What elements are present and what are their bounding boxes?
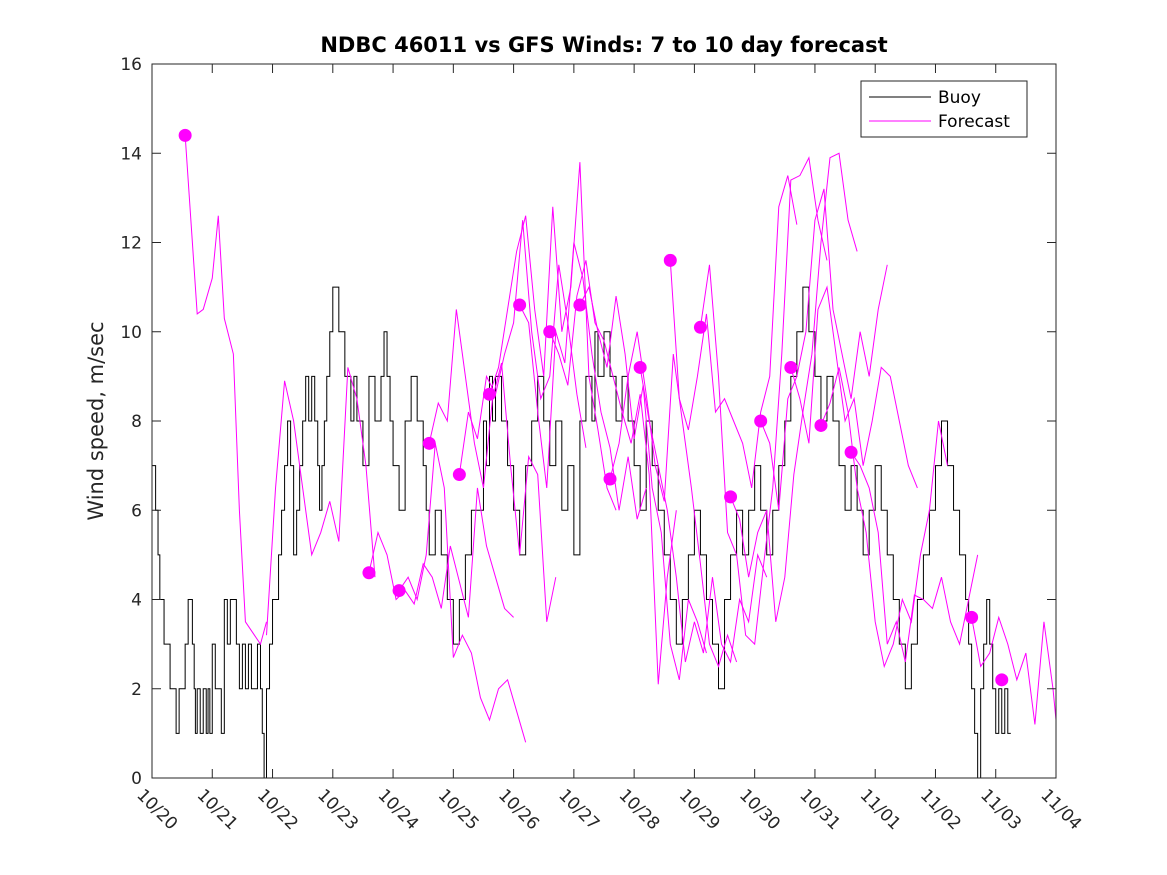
forecast-series-line-6 (458, 220, 587, 475)
y-tick-label: 6 (131, 501, 142, 521)
forecast-series-line-8 (519, 242, 647, 520)
forecast-series-line-7 (489, 162, 617, 511)
x-tick-label: 10/26 (494, 785, 543, 834)
forecast-marker (995, 673, 1009, 687)
forecast-series-line-5 (428, 309, 557, 622)
x-tick-label: 11/01 (856, 785, 905, 834)
y-tick-label: 12 (120, 234, 142, 254)
x-tick-label: 11/04 (1036, 785, 1085, 834)
x-tick-label: 10/29 (675, 785, 724, 834)
x-tick-label: 10/24 (374, 785, 423, 834)
x-tick-label: 10/22 (253, 785, 302, 834)
legend-box (860, 80, 1028, 138)
legend: Buoy Forecast (860, 80, 1028, 138)
forecast-marker (663, 253, 677, 267)
chart-title: NDBC 46011 vs GFS Winds: 7 to 10 day for… (320, 33, 887, 57)
forecast-series-line-1 (184, 135, 267, 646)
forecast-series-line-10 (579, 285, 707, 680)
x-tick-label: 10/31 (795, 785, 844, 834)
plot-area (152, 128, 1057, 779)
forecast-marker (754, 414, 768, 428)
forecast-marker (724, 490, 738, 504)
y-tick-label: 14 (120, 144, 142, 164)
y-tick-label: 2 (131, 680, 142, 700)
legend-forecast-label: Forecast (938, 112, 1010, 132)
x-tick-label: 10/25 (434, 785, 483, 834)
forecast-series-line-4 (398, 443, 527, 743)
forecast-marker (513, 298, 527, 312)
legend-buoy-label: Buoy (938, 88, 981, 108)
forecast-marker (422, 436, 436, 450)
forecast-marker (784, 360, 798, 374)
x-tick-label: 10/30 (735, 785, 784, 834)
forecast-marker (362, 566, 376, 580)
forecast-marker (633, 360, 647, 374)
forecast-marker (693, 320, 707, 334)
y-tick-label: 4 (131, 591, 142, 611)
forecast-series-line-13 (669, 175, 798, 489)
x-tick-label: 11/02 (916, 785, 965, 834)
forecast-series-line-2 (266, 367, 376, 636)
forecast-series-line-9 (549, 260, 677, 685)
forecast-marker (452, 468, 466, 482)
x-tick-label: 10/27 (554, 785, 603, 834)
forecast-series-line-12 (639, 367, 768, 664)
forecast-marker (814, 418, 828, 432)
y-tick-label: 16 (120, 55, 142, 75)
buoy-series-line (152, 286, 1011, 779)
forecast-series-line-14 (699, 156, 828, 646)
forecast-series-line-18 (820, 367, 949, 669)
forecast-series-line-20 (971, 615, 1057, 725)
x-tick-label: 10/28 (615, 785, 664, 834)
forecast-marker (965, 610, 979, 624)
forecast-series-line-16 (760, 188, 888, 511)
x-tick-label: 11/03 (976, 785, 1025, 834)
y-axis-label: Wind speed, m/sec (84, 321, 108, 520)
forecast-series-line-11 (609, 331, 738, 668)
forecast-marker (573, 298, 587, 312)
y-tick-label: 8 (131, 412, 142, 432)
forecast-series-line-17 (790, 285, 918, 489)
forecast-marker (543, 325, 557, 339)
forecast-marker (482, 387, 496, 401)
forecast-marker (844, 445, 858, 459)
forecast-series-line-3 (368, 487, 514, 618)
forecast-series-line-19 (850, 451, 979, 663)
forecast-marker (178, 128, 192, 142)
y-tick-label: 0 (131, 769, 142, 789)
forecast-marker (603, 472, 617, 486)
y-tick-label: 10 (120, 323, 142, 343)
forecast-series-line-15 (730, 152, 858, 622)
x-tick-label: 10/20 (132, 785, 181, 834)
x-tick-label: 10/21 (193, 785, 242, 834)
x-tick-label: 10/23 (313, 785, 362, 834)
forecast-marker (392, 584, 406, 598)
